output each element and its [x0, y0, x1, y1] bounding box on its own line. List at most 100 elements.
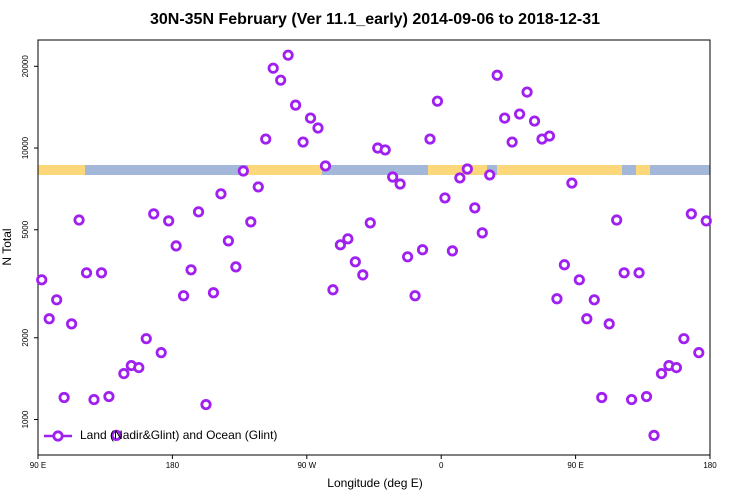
- y-tick-label: 20000: [21, 55, 30, 78]
- point: [334, 239, 346, 251]
- point: [439, 192, 451, 204]
- x-tick-label: 90 E: [30, 461, 46, 470]
- land-strip: [38, 165, 85, 175]
- point: [476, 227, 488, 239]
- point: [551, 293, 563, 305]
- point: [192, 206, 205, 218]
- point: [51, 294, 63, 306]
- point: [513, 108, 526, 120]
- point: [73, 214, 85, 226]
- point: [110, 429, 123, 441]
- point: [625, 393, 638, 406]
- point: [521, 86, 533, 98]
- point: [289, 99, 302, 111]
- point: [461, 163, 473, 175]
- point: [446, 245, 458, 257]
- point: [357, 269, 369, 281]
- point: [155, 347, 167, 359]
- x-tick-label: 90 W: [297, 461, 316, 470]
- x-tick-label: 180: [166, 461, 180, 470]
- legend-marker: [52, 430, 64, 442]
- point: [133, 362, 145, 374]
- point: [222, 235, 234, 247]
- point: [633, 267, 645, 279]
- point: [364, 217, 376, 229]
- y-tick-label: 1000: [21, 410, 30, 428]
- point: [573, 274, 585, 286]
- point: [342, 233, 354, 245]
- point: [394, 178, 406, 190]
- land-strip: [636, 165, 650, 175]
- point: [252, 181, 264, 193]
- point: [66, 318, 78, 330]
- point: [200, 398, 212, 411]
- point: [581, 313, 593, 325]
- point: [543, 130, 556, 142]
- land-strip: [428, 165, 487, 175]
- point: [275, 74, 287, 86]
- point: [693, 347, 705, 359]
- point: [103, 390, 115, 403]
- point: [118, 367, 130, 380]
- point: [618, 267, 630, 279]
- point: [95, 267, 108, 279]
- legend-label: Land (Nadir&Glint) and Ocean (Glint): [80, 428, 277, 442]
- point: [685, 208, 697, 220]
- point: [484, 169, 496, 181]
- point: [499, 112, 511, 124]
- y-tick-label: 2000: [21, 328, 30, 346]
- point: [528, 115, 541, 127]
- point: [297, 136, 309, 148]
- point: [207, 287, 220, 299]
- point: [506, 136, 518, 148]
- y-axis-label: N Total: [0, 228, 14, 265]
- point: [431, 95, 444, 107]
- point: [43, 313, 55, 325]
- point: [163, 215, 175, 227]
- point: [558, 259, 571, 271]
- y-tick-label: 5000: [21, 220, 30, 238]
- point: [36, 274, 48, 286]
- land-ocean-strip: [38, 165, 710, 175]
- point: [80, 267, 93, 279]
- land-strip: [497, 165, 622, 175]
- point: [700, 215, 712, 227]
- ocean-strip: [38, 165, 710, 175]
- point: [566, 177, 578, 189]
- chart-title: 30N-35N February (Ver 11.1_early) 2014-0…: [150, 11, 600, 28]
- plot-frame: [37, 39, 711, 456]
- point: [304, 112, 317, 124]
- point: [140, 333, 152, 345]
- point: [88, 393, 100, 406]
- point: [640, 390, 653, 403]
- point: [170, 240, 182, 252]
- x-tick-label: 180: [703, 461, 717, 470]
- point: [648, 429, 660, 441]
- point: [603, 318, 615, 330]
- point: [491, 69, 503, 81]
- point: [588, 294, 600, 306]
- point: [58, 391, 70, 404]
- point: [409, 290, 421, 302]
- point: [185, 264, 197, 276]
- point: [655, 367, 668, 380]
- point: [178, 290, 190, 302]
- point: [327, 284, 339, 296]
- point: [416, 244, 429, 256]
- point: [454, 172, 466, 184]
- point: [312, 122, 324, 134]
- point: [215, 188, 227, 200]
- point: [245, 216, 257, 228]
- point: [678, 333, 690, 345]
- point: [237, 165, 249, 177]
- point: [267, 62, 279, 74]
- x-tick-label: 0: [439, 461, 444, 470]
- point: [230, 261, 242, 273]
- point: [401, 251, 414, 263]
- point: [387, 171, 399, 183]
- land-strip: [248, 165, 322, 175]
- point: [424, 133, 436, 145]
- legend: Land (Nadir&Glint) and Ocean (Glint): [44, 428, 277, 442]
- point: [469, 202, 481, 214]
